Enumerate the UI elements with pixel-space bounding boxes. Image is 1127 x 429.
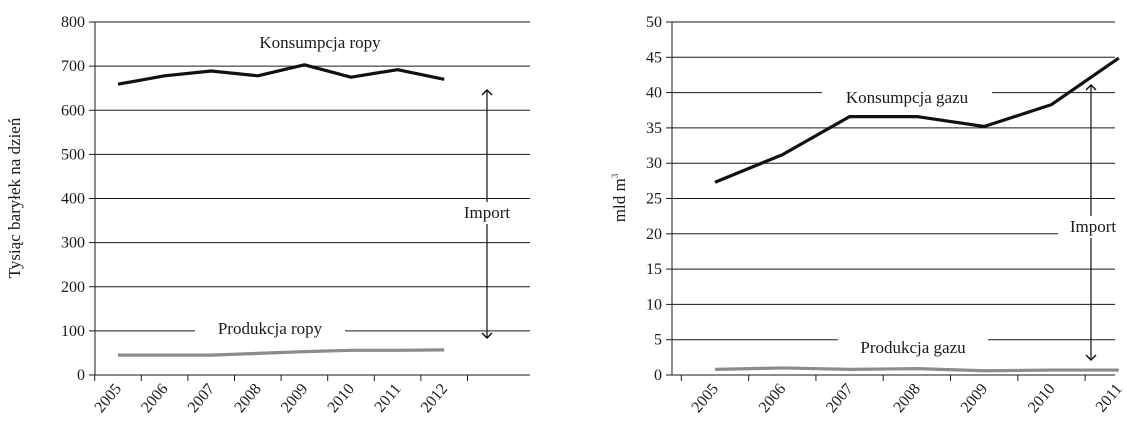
y-tick-label: 35 (646, 120, 662, 137)
gas-series-line-2 (714, 366, 1119, 373)
x-tick-label: 2012 (418, 381, 452, 416)
y-tick-label: 20 (646, 226, 662, 243)
y-axis-title: Tysiąc baryłek na dzień (5, 117, 24, 278)
y-tick-label: 800 (61, 14, 85, 31)
x-tick-label: 2009 (958, 381, 992, 416)
y-tick-label: 500 (61, 146, 85, 163)
y-tick-label: 100 (61, 323, 85, 340)
y-tick-label: 600 (61, 102, 85, 119)
annotation-mask (452, 202, 522, 224)
x-tick-label: 2006 (756, 381, 790, 416)
x-tick-label: 2011 (371, 381, 404, 416)
y-tick-label: 25 (646, 191, 662, 208)
y-tick-label: 5 (654, 332, 662, 349)
series-label-mask (195, 319, 345, 339)
series-label-mask (822, 88, 992, 108)
annotation-mask (1058, 216, 1127, 238)
y-tick-label: 10 (646, 296, 662, 313)
y-tick-label: 40 (646, 85, 662, 102)
x-tick-label: 2008 (890, 381, 924, 416)
y-tick-label: 300 (61, 235, 85, 252)
x-tick-label: 2011 (1093, 381, 1126, 416)
gas-series-label-1: Konsumpcja gazu (846, 88, 969, 107)
y-tick-label: 400 (61, 191, 85, 208)
x-tick-label: 2010 (324, 381, 358, 416)
y-tick-label: 200 (61, 279, 85, 296)
y-axis-title-superscript: 3 (610, 173, 620, 178)
series-label-mask (235, 33, 405, 53)
y-tick-label: 45 (646, 49, 662, 66)
series-label-mask (838, 338, 988, 358)
x-tick-label: 2005 (91, 381, 125, 416)
y-axis-title: mld m3 (610, 173, 629, 222)
x-tick-label: 2008 (231, 381, 265, 416)
x-tick-label: 2005 (688, 381, 722, 416)
oil-series-label-2: Produkcja ropy (218, 319, 323, 338)
y-tick-label: 15 (646, 261, 662, 278)
oil-import-label: Import (464, 203, 511, 222)
y-tick-label: 50 (646, 14, 662, 31)
oil-series-line-1 (117, 63, 445, 86)
oil-series-line-2 (118, 348, 445, 357)
x-tick-label: 2010 (1025, 381, 1059, 416)
y-tick-label: 700 (61, 58, 85, 75)
x-tick-label: 2006 (138, 381, 172, 416)
gas-import-label: Import (1070, 217, 1117, 236)
y-tick-label: 0 (77, 367, 85, 384)
oil-chart: 0 100 200 300 400 500 600 700 800 2005 2006 2007 200… (5, 14, 530, 416)
gas-chart: 0 5 10 15 20 25 30 35 40 45 50 2005 2006 2007 2008 2009… (610, 14, 1127, 416)
x-tick-label: 2009 (278, 381, 312, 416)
y-tick-label: 0 (654, 367, 662, 384)
x-tick-label: 2007 (823, 381, 857, 416)
x-tick-label: 2007 (185, 381, 219, 416)
y-tick-label: 30 (646, 155, 662, 172)
oil-series-label-1: Konsumpcja ropy (259, 33, 381, 52)
gas-series-label-2: Produkcja gazu (860, 338, 966, 357)
